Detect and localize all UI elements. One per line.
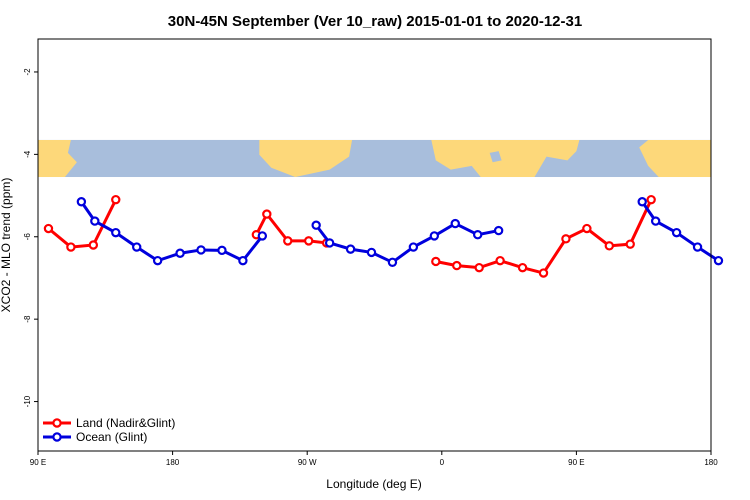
data-point bbox=[283, 236, 293, 246]
data-point bbox=[111, 227, 121, 238]
data-point bbox=[650, 216, 661, 226]
data-point bbox=[450, 218, 460, 229]
series-ocean bbox=[76, 197, 724, 268]
series-layer bbox=[43, 194, 724, 278]
map-ocean bbox=[489, 151, 502, 163]
data-point bbox=[303, 236, 314, 246]
y-axis-label: XCO2 - MLO trend (ppm) bbox=[0, 178, 13, 313]
data-point bbox=[625, 239, 635, 249]
data-point bbox=[387, 257, 398, 268]
legend-marker bbox=[52, 432, 62, 442]
data-point bbox=[493, 225, 504, 236]
data-point bbox=[345, 244, 356, 254]
data-point bbox=[43, 223, 54, 234]
data-point bbox=[517, 262, 528, 273]
data-point bbox=[431, 256, 441, 267]
legend-label: Land (Nadir&Glint) bbox=[76, 416, 175, 430]
data-point bbox=[90, 216, 100, 226]
data-point bbox=[66, 242, 76, 252]
data-point bbox=[311, 220, 321, 230]
data-point bbox=[637, 197, 647, 207]
legend: Land (Nadir&Glint)Ocean (Glint) bbox=[43, 416, 175, 444]
data-point bbox=[111, 194, 121, 205]
data-point bbox=[88, 240, 99, 250]
map-land bbox=[259, 139, 353, 178]
plot-frame bbox=[37, 38, 712, 452]
map-land bbox=[431, 139, 580, 178]
series-line bbox=[47, 199, 118, 249]
data-point bbox=[132, 242, 142, 252]
map-land bbox=[639, 139, 711, 178]
x-tick-label: 180 bbox=[704, 458, 718, 467]
series-line bbox=[435, 199, 653, 275]
data-point bbox=[238, 255, 248, 266]
x-tick-label: 90 E bbox=[568, 458, 584, 467]
series-line bbox=[314, 221, 499, 265]
data-point bbox=[452, 260, 462, 271]
x-tick-label: 0 bbox=[440, 458, 445, 467]
data-point bbox=[495, 255, 505, 266]
x-axis-ticks: 90 E 180 90 W 0 90 E 180 bbox=[30, 451, 718, 467]
data-point bbox=[429, 231, 440, 241]
x-tick-label: 180 bbox=[166, 458, 180, 467]
data-point bbox=[324, 238, 335, 248]
map-ocean bbox=[38, 139, 711, 178]
data-point bbox=[561, 234, 571, 244]
map-land bbox=[38, 139, 77, 178]
y-tick-label: -8 bbox=[23, 315, 32, 323]
data-point bbox=[196, 245, 206, 255]
legend-label: Ocean (Glint) bbox=[76, 430, 147, 444]
data-point bbox=[474, 262, 484, 273]
y-tick-label: -4 bbox=[23, 150, 32, 158]
data-point bbox=[257, 231, 268, 241]
legend-marker bbox=[52, 418, 62, 428]
data-point bbox=[692, 242, 703, 252]
y-tick-label: -10 bbox=[23, 395, 32, 407]
y-tick-label: -6 bbox=[23, 233, 32, 241]
data-point bbox=[76, 197, 87, 207]
world-map-band bbox=[38, 139, 711, 178]
x-tick-label: 90 E bbox=[30, 458, 46, 467]
data-point bbox=[175, 248, 185, 258]
data-point bbox=[646, 194, 656, 205]
data-point bbox=[713, 255, 724, 266]
chart-title: 30N-45N September (Ver 10_raw) 2015-01-0… bbox=[168, 13, 582, 30]
series-line bbox=[80, 200, 264, 263]
data-point bbox=[604, 241, 615, 251]
data-point bbox=[538, 268, 549, 278]
y-axis-ticks: -2 -4 -6 -8 -10 bbox=[23, 68, 38, 407]
data-point bbox=[582, 223, 592, 234]
data-point bbox=[217, 245, 227, 256]
data-point bbox=[152, 255, 163, 266]
x-axis-label: Longitude (deg E) bbox=[326, 477, 421, 491]
data-point bbox=[366, 247, 377, 258]
x-tick-label: 90 W bbox=[298, 458, 317, 467]
y-tick-label: -2 bbox=[23, 68, 32, 76]
data-point bbox=[262, 209, 272, 219]
data-point bbox=[472, 229, 483, 240]
data-point bbox=[408, 242, 419, 252]
data-point bbox=[671, 227, 682, 238]
series-land bbox=[43, 194, 656, 278]
